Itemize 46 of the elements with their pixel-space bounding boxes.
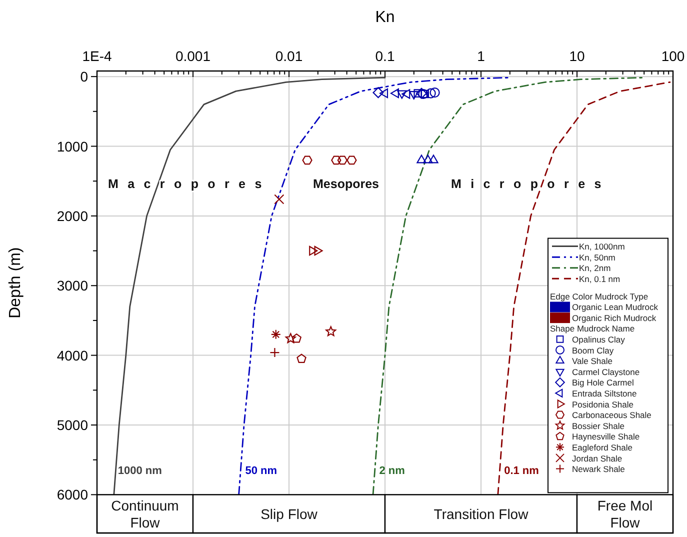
legend-label: Kn, 50nm	[579, 252, 616, 262]
y-tick-label: 5000	[56, 416, 88, 433]
annotation: Mesopores	[313, 177, 380, 191]
band-label: Free Mol Flow	[597, 497, 653, 530]
x-tick-label: 1E-4	[82, 48, 112, 64]
x-tick-label: 1	[477, 48, 486, 64]
band-label: Slip Flow	[260, 506, 318, 522]
legend-label: Big Hole Carmel	[572, 378, 634, 388]
annotation: 0.1 nm	[504, 464, 540, 477]
legend-label: Kn, 1000nm	[579, 242, 625, 252]
y-tick-label: 3000	[56, 278, 88, 294]
legend-label: Carmel Claystone	[572, 366, 640, 377]
legend-label: Newark Shale	[572, 464, 626, 474]
legend-label: Posidonia Shale	[572, 399, 634, 410]
legend-label: Boom Clay	[572, 345, 614, 356]
annotation: 2 nm	[379, 464, 406, 477]
band-label: Transition Flow	[434, 506, 530, 522]
x-tick-label: 0.1	[375, 48, 395, 64]
legend-label: Opalinus Clay	[572, 334, 626, 344]
legend-title: Edge Color Mudrock Type	[550, 291, 648, 302]
annotation: 1000 nm	[118, 464, 162, 477]
y-tick-label: 1000	[56, 138, 88, 154]
annotation: Shape Mudrock Name	[550, 324, 635, 334]
legend-label: Haynesville Shale	[572, 432, 640, 442]
x-axis-title: Kn	[375, 9, 395, 26]
legend-label: Entrada Siltstone	[572, 388, 638, 398]
legend-label: Bossier Shale	[572, 420, 625, 431]
x-tick-label: 0.01	[275, 48, 303, 64]
y-tick-label: 6000	[56, 486, 88, 503]
annotation: 50 nm	[245, 464, 278, 477]
annotation: Organic Rich Mudrock	[572, 312, 657, 323]
y-axis-title: Depth (m)	[7, 247, 24, 318]
legend-label: Eagleford Shale	[572, 442, 633, 452]
y-tick-label: 0	[80, 68, 88, 85]
legend-label: Vale Shale	[572, 356, 613, 366]
legend-label: Jordan Shale	[572, 453, 622, 464]
x-tick-label: 0.001	[175, 48, 211, 64]
legend-label: Kn, 0.1 nm	[579, 274, 620, 284]
x-tick-label: 100	[661, 48, 685, 64]
legend-label: Carbonaceous Shale	[572, 410, 652, 420]
annotation: Organic Lean Mudrock	[572, 302, 659, 312]
legend-label: Kn, 2nm	[579, 263, 611, 274]
band-label: Continuum Flow	[111, 497, 179, 530]
y-tick-label: 4000	[56, 347, 88, 364]
x-tick-label: 10	[569, 48, 585, 64]
y-tick-label: 2000	[56, 208, 88, 224]
